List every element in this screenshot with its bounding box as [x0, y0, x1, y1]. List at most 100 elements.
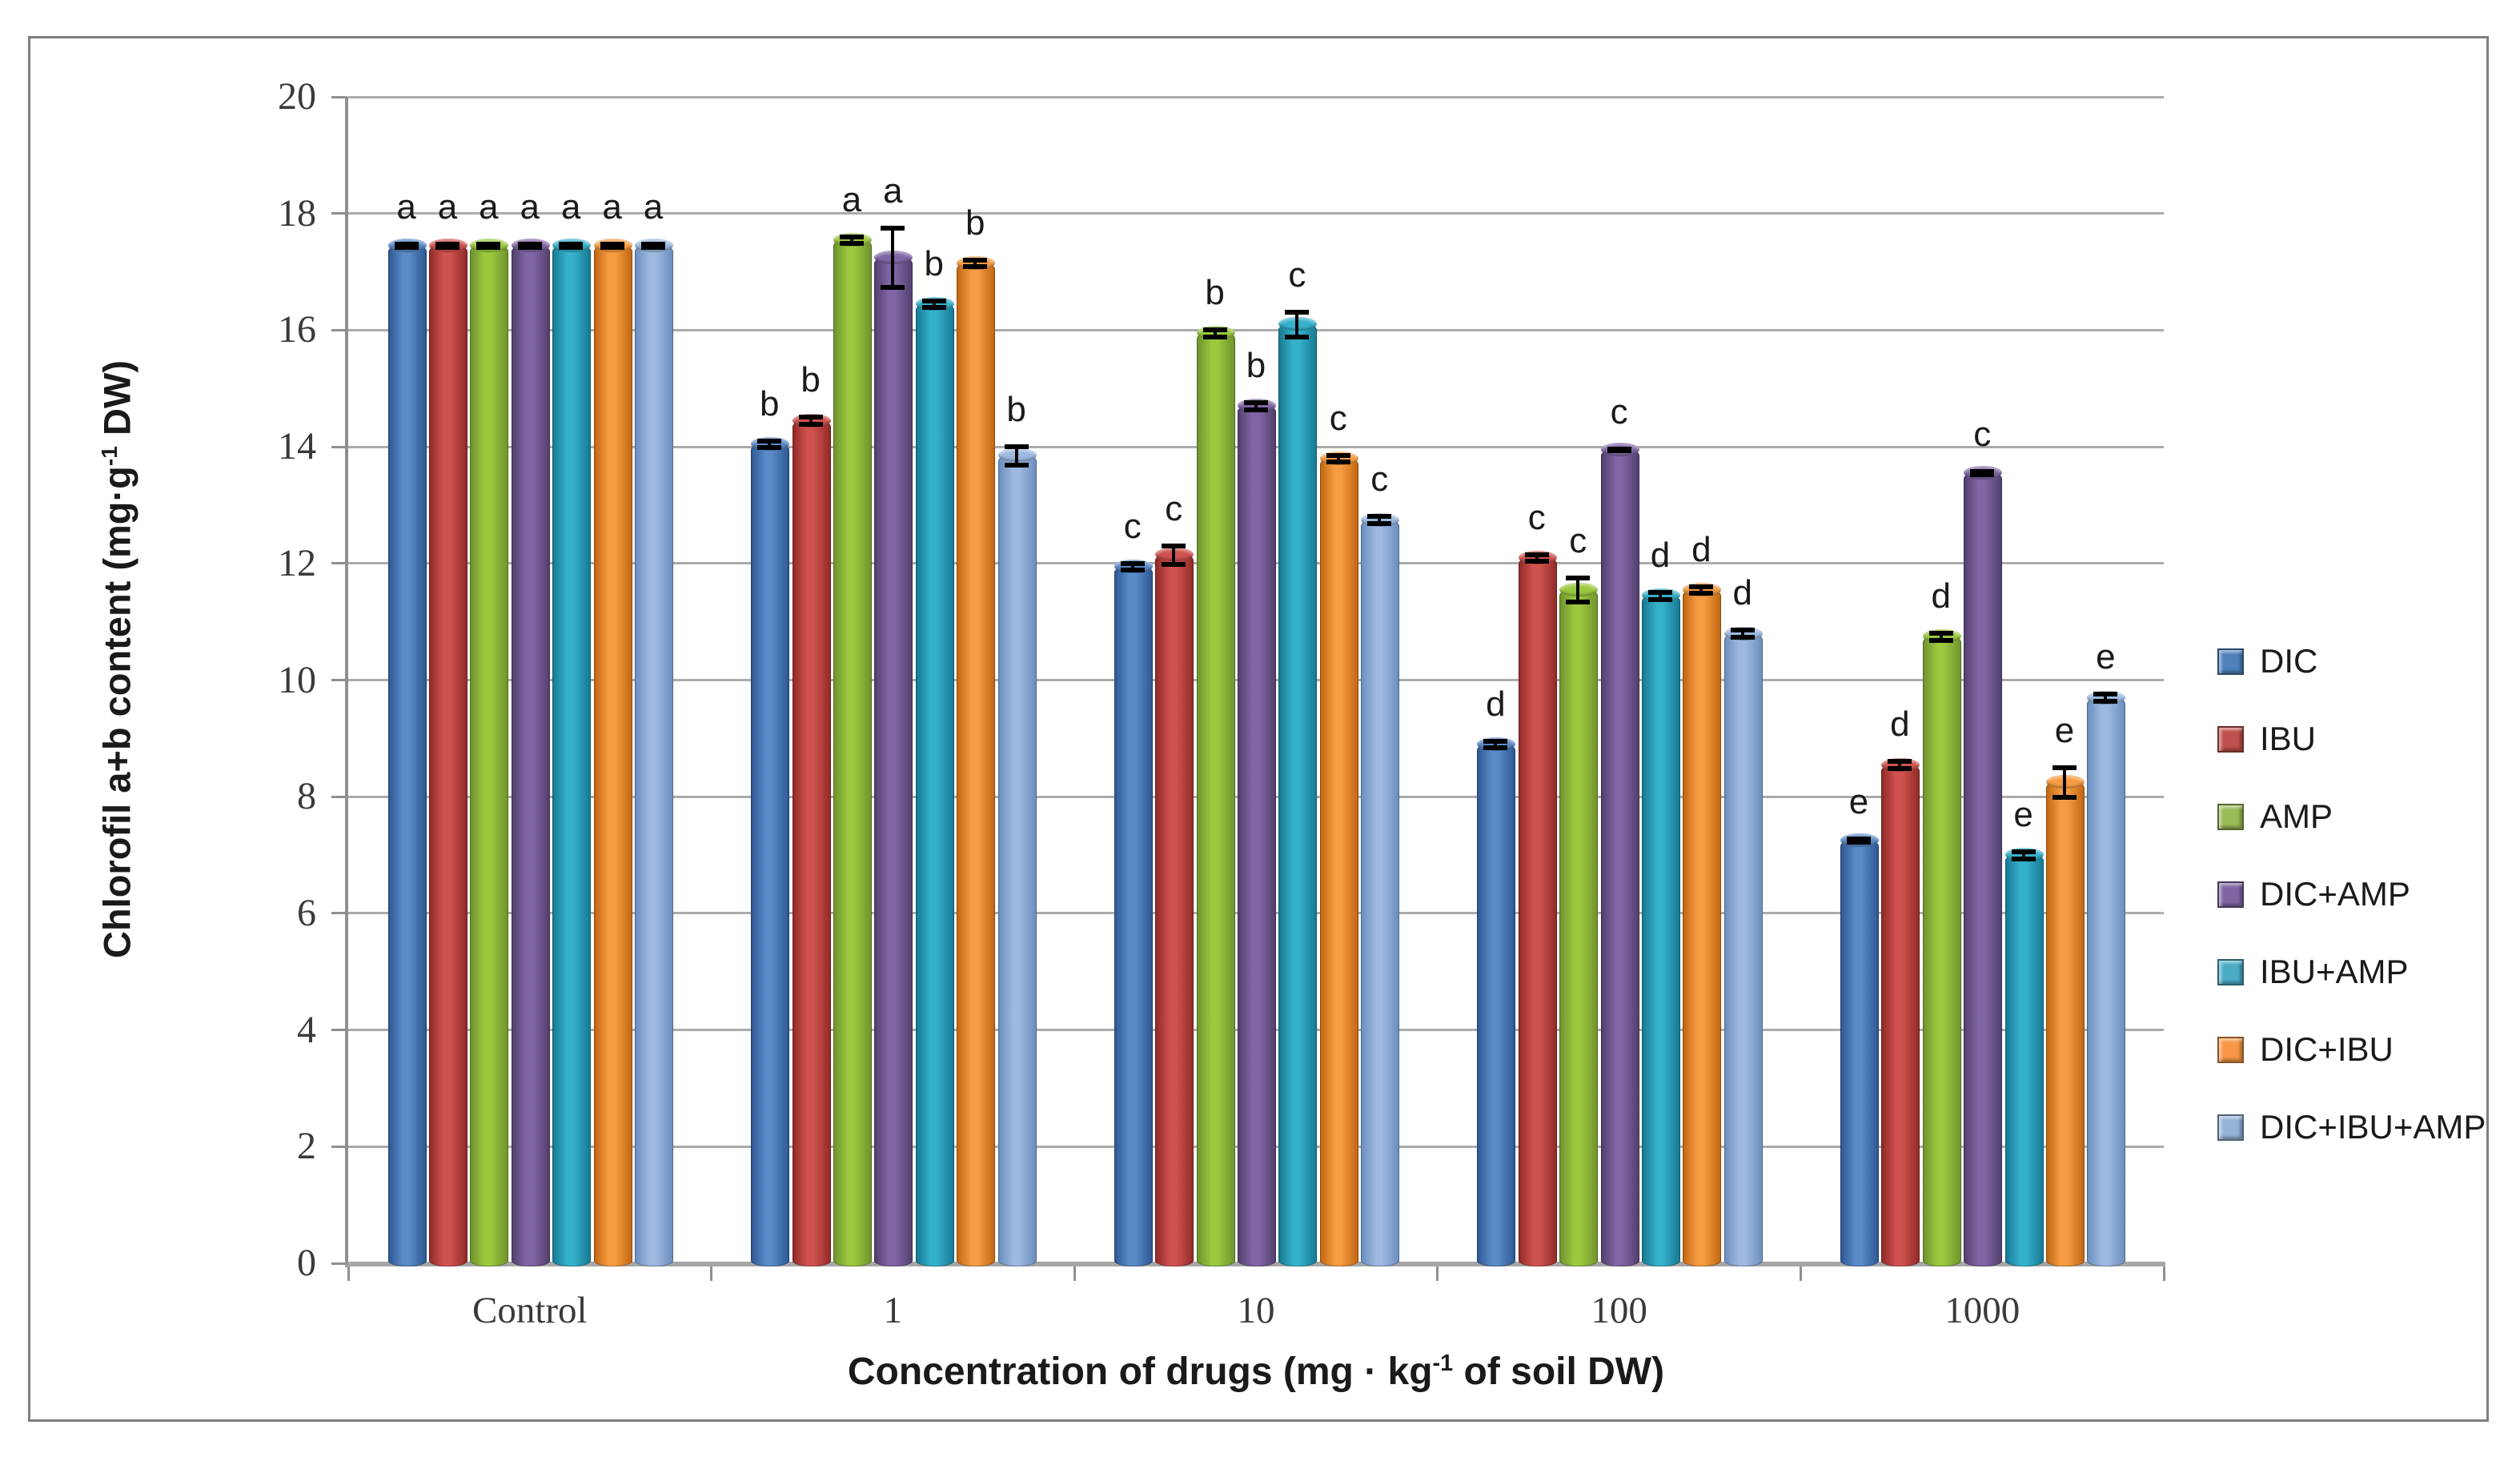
- legend-label-ibu+amp: IBU+AMP: [2260, 953, 2409, 990]
- significance-letter-dic-10: c: [1123, 506, 1142, 546]
- error-bar-cap-bottom: [1483, 745, 1508, 751]
- error-bar-cap-top: [600, 242, 624, 247]
- y-tick-mark-16: [331, 328, 347, 331]
- error-bar-cap-bottom: [600, 245, 624, 251]
- error-bar-cap-top: [1483, 738, 1508, 744]
- error-bar-cap-top: [1888, 759, 1912, 765]
- x-category-label-10: 10: [1237, 1290, 1275, 1331]
- x-tick-mark-2: [1073, 1266, 1076, 1281]
- significance-letter-ibu+amp-1000: e: [2013, 795, 2033, 835]
- error-bar-cap-top: [517, 242, 542, 247]
- significance-letter-dic+ibu-control: a: [602, 187, 622, 227]
- error-bar-cap-bottom: [921, 305, 946, 311]
- error-bar-ibu-100: [1524, 552, 1549, 564]
- error-bar-cap-top: [1689, 584, 1714, 589]
- significance-letter-dic+ibu+amp-1: b: [1006, 389, 1026, 429]
- y-axis-title-sup: -1: [95, 446, 122, 467]
- legend-label-ibu: IBU: [2260, 720, 2317, 757]
- significance-letter-dic+amp-1: a: [883, 171, 903, 211]
- error-bar-dic+ibu+amp-100: [1730, 628, 1755, 640]
- error-bar-cap-bottom: [840, 241, 864, 247]
- error-bar-ibu-10: [1162, 543, 1186, 567]
- significance-letter-dic-100: d: [1486, 684, 1506, 724]
- significance-letter-dic+amp-1000: c: [1973, 415, 1992, 455]
- bar-amp-1000: [1922, 629, 1961, 1266]
- bar-dic+amp-control: [511, 239, 550, 1266]
- error-bar-ibu+amp-control: [559, 242, 584, 251]
- x-axis-title-suffix: of soil DW): [1453, 1351, 1665, 1393]
- bar-ibu-100: [1518, 550, 1557, 1266]
- error-bar-cap-bottom: [517, 245, 542, 251]
- error-bar-cap-top: [1326, 452, 1350, 458]
- error-bar-cap-bottom: [1120, 568, 1145, 573]
- bar-dic-100: [1477, 737, 1516, 1266]
- error-bar-line: [1295, 310, 1299, 339]
- y-tick-label-2: 2: [297, 1125, 316, 1168]
- error-bar-cap-top: [1202, 327, 1227, 333]
- error-bar-cap-top: [1004, 444, 1029, 449]
- significance-letter-ibu+amp-10: c: [1288, 255, 1306, 295]
- significance-letter-amp-1000: d: [1931, 576, 1952, 616]
- significance-letter-dic+ibu+amp-1000: e: [2096, 637, 2116, 677]
- legend-item-dic+ibu+amp: DIC+IBU+AMP: [2217, 1108, 2486, 1146]
- error-bar-dic+amp-1: [881, 225, 905, 290]
- significance-letter-ibu-1000: d: [1890, 704, 1910, 745]
- error-bar-cap-top: [1285, 310, 1310, 315]
- error-bar-cap-bottom: [1524, 559, 1549, 564]
- legend-item-amp: AMP: [2217, 797, 2333, 835]
- significance-letter-ibu-100: c: [1527, 497, 1546, 537]
- significance-letter-ibu-control: a: [437, 187, 458, 227]
- error-bar-line: [1213, 327, 1217, 339]
- bar-dic-10: [1114, 559, 1153, 1266]
- error-bar-cap-bottom: [1244, 407, 1268, 412]
- x-category-label-100: 100: [1591, 1290, 1647, 1331]
- error-bar-cap-bottom: [1004, 462, 1029, 468]
- error-bar-line: [2104, 692, 2108, 704]
- bar-dic+ibu+amp-1: [997, 448, 1037, 1266]
- error-bar-dic+ibu-100: [1689, 584, 1714, 596]
- x-axis-title-sup: -1: [1432, 1351, 1454, 1376]
- bar-dic+ibu-1: [957, 255, 996, 1266]
- error-bar-cap-top: [798, 415, 823, 420]
- error-bar-cap-bottom: [1928, 637, 1953, 643]
- gridline-y18: [348, 212, 2164, 215]
- x-category-label-control: Control: [471, 1290, 588, 1331]
- error-bar-amp-1000: [1928, 630, 1953, 643]
- significance-letter-ibu+amp-100: d: [1650, 535, 1671, 575]
- significance-letter-dic+ibu-1000: e: [2054, 710, 2075, 750]
- significance-letter-dic-control: a: [396, 187, 416, 227]
- bar-ibu+amp-control: [552, 239, 592, 1266]
- y-tick-mark-18: [331, 212, 347, 215]
- error-bar-cap-top: [1566, 575, 1591, 580]
- error-bar-ibu+amp-100: [1648, 589, 1672, 602]
- error-bar-cap-bottom: [1847, 840, 1871, 845]
- error-bar-dic-10: [1120, 560, 1145, 573]
- error-bar-cap-bottom: [798, 421, 823, 427]
- significance-letter-dic+amp-100: c: [1610, 392, 1628, 432]
- error-bar-dic+amp-1000: [1970, 469, 1995, 478]
- bar-dic+ibu-control: [593, 239, 632, 1266]
- error-bar-cap-bottom: [435, 245, 459, 251]
- error-bar-cap-top: [435, 242, 459, 247]
- error-bar-cap-bottom: [1326, 460, 1350, 465]
- error-bar-amp-control: [476, 242, 501, 251]
- error-bar-cap-bottom: [394, 245, 419, 251]
- gridline-y16: [348, 328, 2164, 331]
- error-bar-dic+ibu+amp-1: [1004, 444, 1029, 468]
- bar-amp-1: [833, 232, 872, 1266]
- error-bar-line: [1172, 543, 1176, 567]
- y-tick-mark-20: [331, 95, 347, 98]
- bar-ibu+amp-1: [915, 296, 954, 1266]
- error-bar-cap-top: [1120, 560, 1145, 566]
- significance-letter-dic+ibu+amp-100: d: [1732, 573, 1753, 613]
- y-tick-label-12: 12: [278, 541, 316, 584]
- significance-letter-dic+ibu-1: b: [965, 203, 985, 243]
- legend-swatch-dic+amp: [2217, 881, 2244, 908]
- error-bar-cap-bottom: [1285, 334, 1310, 339]
- error-bar-cap-bottom: [757, 445, 782, 451]
- y-tick-mark-10: [331, 679, 347, 681]
- error-bar-cap-top: [881, 225, 905, 231]
- significance-letter-amp-10: b: [1205, 273, 1225, 313]
- error-bar-cap-top: [963, 257, 988, 263]
